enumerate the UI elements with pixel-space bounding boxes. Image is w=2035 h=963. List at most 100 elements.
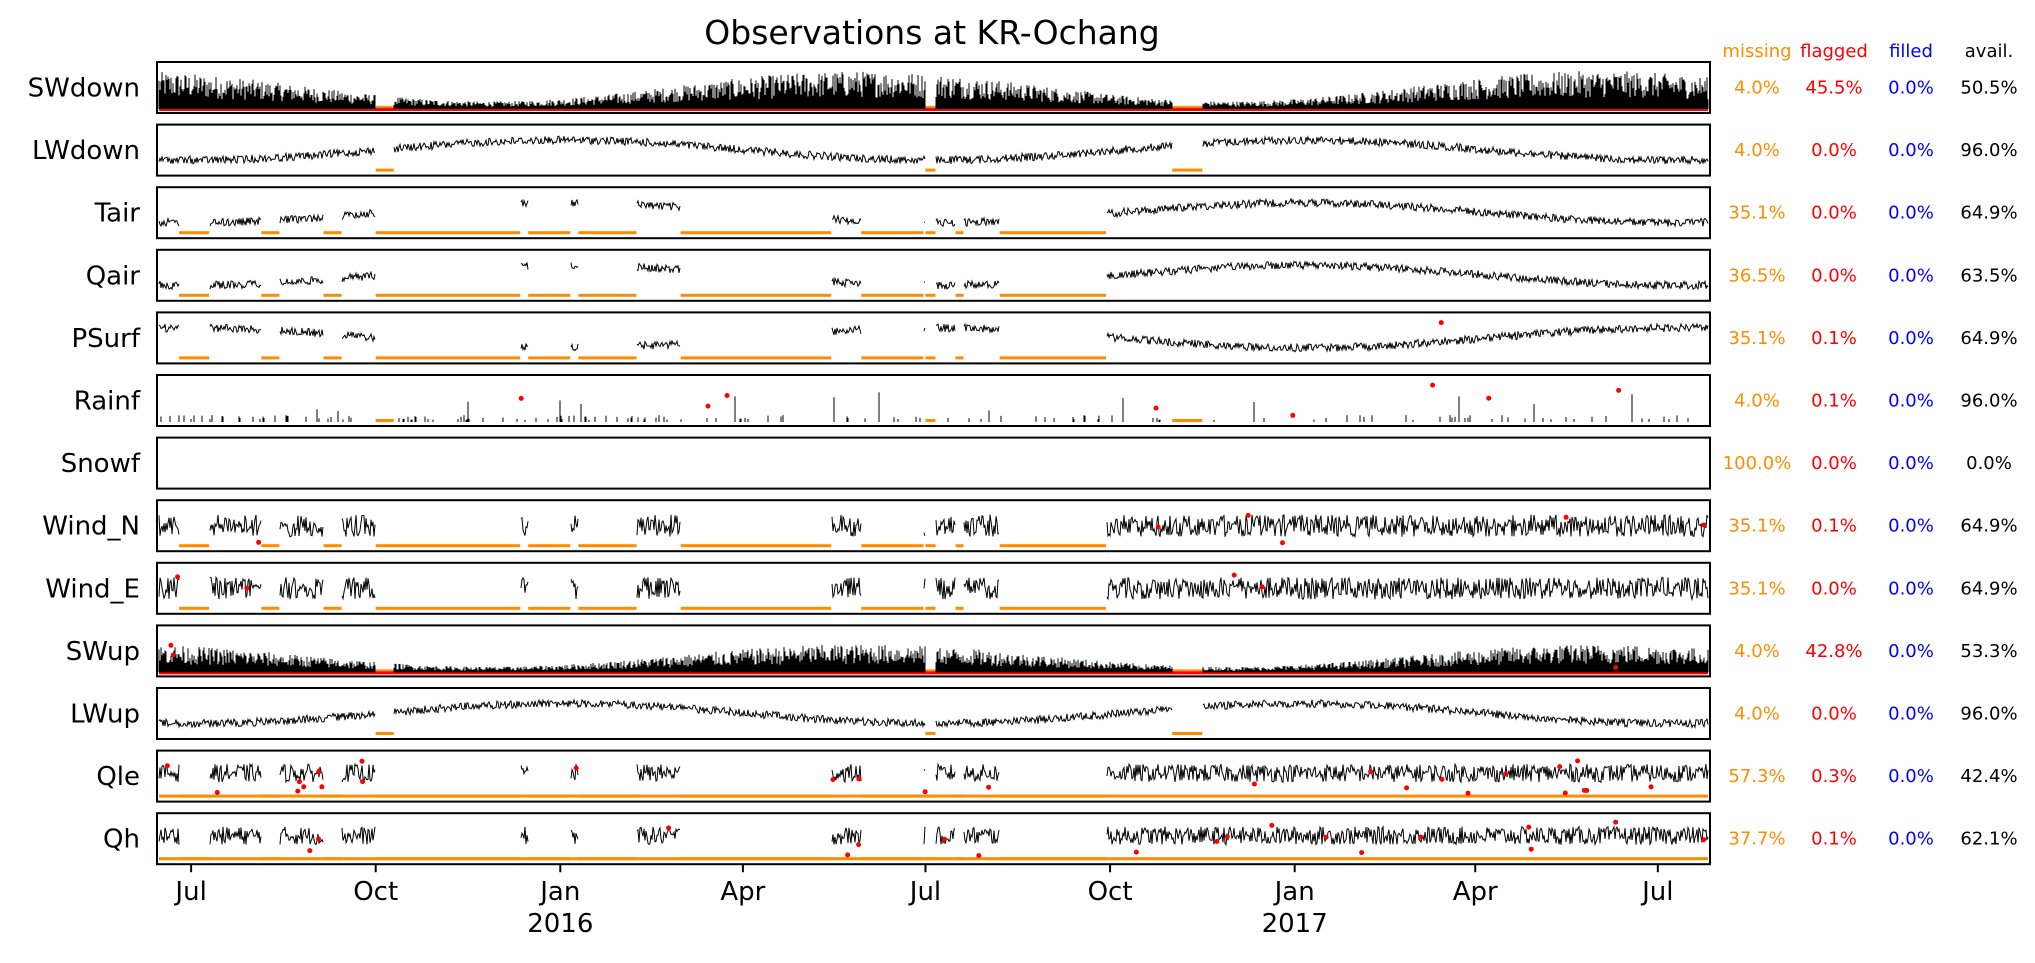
missing-bar <box>323 293 342 297</box>
missing-bar <box>323 356 342 360</box>
flagged-point <box>724 393 730 398</box>
missing-bar <box>159 857 1708 861</box>
flagged-point <box>175 574 181 580</box>
flagged-point <box>256 539 262 545</box>
chart-title: Observations at KR-Ochang <box>704 13 1159 52</box>
flagged-point <box>573 765 579 771</box>
missing-bar <box>861 356 924 360</box>
missing-bar <box>375 606 521 610</box>
flagged-point <box>316 769 322 775</box>
missing-bar <box>999 544 1107 548</box>
stat-missing: 35.1% <box>1728 328 1785 349</box>
missing-bar <box>578 356 637 360</box>
series-label: Tair <box>94 199 141 229</box>
flagged-point <box>301 784 307 790</box>
flagged-point <box>1439 776 1445 782</box>
flagged-point <box>1280 540 1285 546</box>
stat-flagged: 0.0% <box>1811 140 1857 161</box>
missing-bar <box>1172 106 1203 109</box>
stat-flagged: 0.3% <box>1811 766 1857 787</box>
flagged-point <box>1418 834 1424 840</box>
flagged-point <box>705 403 711 409</box>
stat-missing: 4.0% <box>1734 140 1780 161</box>
flagged-point <box>976 853 982 859</box>
x-tick-label: Oct <box>1088 877 1133 907</box>
missing-bar <box>1172 419 1203 422</box>
flagged-point <box>1486 395 1492 401</box>
stat-filled: 0.0% <box>1888 641 1934 662</box>
flagged-point <box>1359 850 1365 856</box>
flagged-point <box>922 789 928 795</box>
panel-qle: Qle 57.3% 0.3% 0.0% 42.4% <box>96 749 2018 803</box>
flagged-point <box>295 788 301 794</box>
flagged-point <box>1245 512 1251 518</box>
series-line <box>160 392 1689 422</box>
missing-bar <box>323 606 342 610</box>
series-line <box>158 698 1709 729</box>
stat-missing: 4.0% <box>1734 391 1780 412</box>
flagged-point <box>1648 784 1654 790</box>
panel-rainf: Rainf 4.0% 0.1% 0.0% 96.0% <box>74 374 2018 427</box>
flagged-point <box>1231 572 1237 578</box>
missing-bar <box>861 231 924 235</box>
stat-avail: 0.0% <box>1966 453 2012 474</box>
missing-bar <box>578 606 637 610</box>
panel-frame <box>156 749 1711 803</box>
stat-filled: 0.0% <box>1888 78 1934 99</box>
series-line <box>158 762 1709 784</box>
missing-bar <box>528 356 571 360</box>
stat-avail: 42.4% <box>1960 766 2017 787</box>
flagged-point <box>214 790 220 795</box>
stat-avail: 64.9% <box>1960 328 2017 349</box>
missing-bar <box>159 794 1708 798</box>
flagged-point <box>1259 584 1265 590</box>
series-label: Snowf <box>61 449 141 479</box>
panel-frame <box>156 374 1711 427</box>
missing-bar <box>375 732 394 735</box>
series-line <box>158 825 1709 847</box>
panel-tair: Tair 35.1% 0.0% 0.0% 64.9% <box>94 186 2018 240</box>
missing-bar <box>179 606 210 610</box>
x-tick-label: Jan <box>538 877 580 907</box>
series-label: Rainf <box>74 387 141 417</box>
flagged-point <box>360 779 366 785</box>
flagged-point <box>1701 522 1707 528</box>
flagged-point <box>1557 764 1563 770</box>
panel-lwdown: LWdown 4.0% 0.0% 0.0% 96.0% <box>32 123 2018 177</box>
stat-avail: 96.0% <box>1960 391 2017 412</box>
panel-wind-e: Wind_E 35.1% 0.0% 0.0% 64.9% <box>45 561 2018 615</box>
missing-bar <box>680 293 832 297</box>
missing-bar <box>323 544 342 548</box>
flagged-point <box>666 825 672 831</box>
missing-bar <box>528 544 571 548</box>
series-label: PSurf <box>71 324 140 354</box>
flagged-point <box>1584 788 1590 793</box>
missing-bar <box>1172 669 1203 673</box>
missing-bar <box>375 231 521 235</box>
panel-frame <box>156 186 1711 240</box>
series-line <box>158 260 1709 291</box>
missing-bar <box>925 293 936 297</box>
series-line <box>158 197 1709 228</box>
stat-filled: 0.0% <box>1888 140 1934 161</box>
flagged-point <box>1526 824 1532 830</box>
x-tick-label: Jul <box>1640 877 1673 907</box>
flagged-point <box>1465 790 1471 796</box>
series-line <box>158 575 1709 602</box>
missing-bar <box>375 544 521 548</box>
missing-bar <box>999 231 1107 235</box>
stat-flagged: 0.1% <box>1811 516 1857 537</box>
flagged-point <box>942 836 947 842</box>
missing-bar <box>375 168 394 172</box>
flagged-point <box>1251 781 1257 787</box>
stat-filled: 0.0% <box>1888 829 1934 850</box>
missing-bar <box>680 544 832 548</box>
stat-flagged: 42.8% <box>1805 641 1862 662</box>
missing-bar <box>925 732 936 735</box>
x-tick-year: 2017 <box>1262 909 1328 939</box>
stat-filled: 0.0% <box>1888 516 1934 537</box>
series-label: Qle <box>96 762 140 792</box>
flagged-point <box>856 776 862 782</box>
flagged-point <box>518 395 524 401</box>
